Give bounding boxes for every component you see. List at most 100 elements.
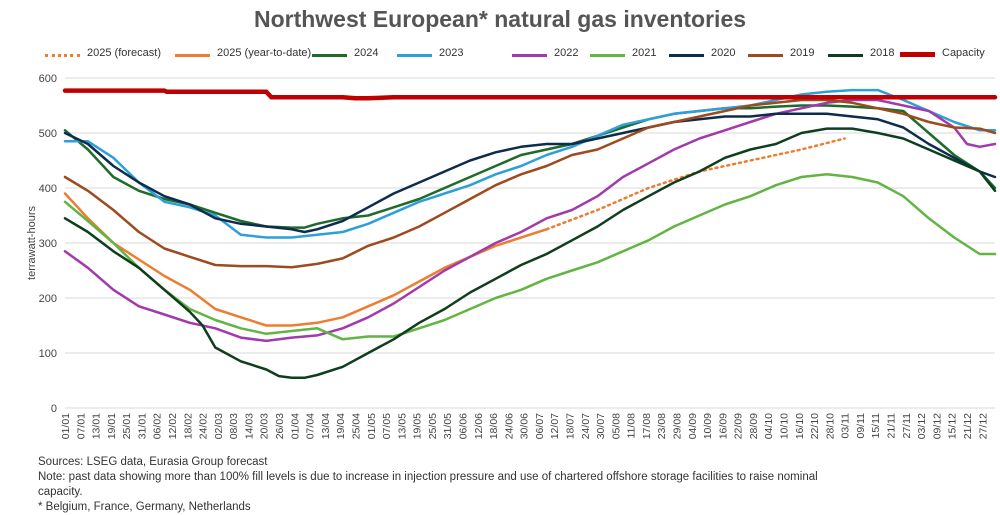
x-tick-label: 08/03 <box>228 413 240 439</box>
x-tick-label: 07/04 <box>305 413 317 439</box>
x-tick-label: 22/10 <box>809 413 821 439</box>
legend-swatch <box>748 54 783 57</box>
x-tick-label: 04/09 <box>687 413 699 439</box>
x-tick-label: 21/11 <box>886 413 898 439</box>
legend-swatch <box>828 54 863 57</box>
legend-label: 2022 <box>554 47 579 59</box>
x-tick-label: 12/06 <box>473 413 485 439</box>
x-tick-label: 09/12 <box>931 413 943 439</box>
x-tick-label: 12/02 <box>167 413 179 439</box>
series-line-capacity <box>62 88 998 101</box>
x-tick-label: 22/09 <box>733 413 745 439</box>
footnote-note: Note: past data showing more than 100% f… <box>38 471 818 498</box>
x-tick-label: 03/12 <box>916 413 928 439</box>
x-tick-label: 17/08 <box>641 413 653 439</box>
x-tick-label: 21/12 <box>962 413 974 439</box>
chart-title: Northwest European* natural gas inventor… <box>253 6 747 32</box>
x-tick-label: 09/11 <box>855 413 867 439</box>
x-tick-label: 12/07 <box>549 413 561 439</box>
x-tick-label: 01/04 <box>289 413 301 439</box>
y-tick-label: 400 <box>39 183 57 195</box>
x-tick-label: 07/01 <box>75 413 87 439</box>
x-tick-label: 02/03 <box>213 413 225 439</box>
x-tick-label: 30/07 <box>595 413 607 439</box>
x-tick-label: 24/07 <box>580 413 592 439</box>
series-line-2019 <box>63 98 997 269</box>
legend-swatch <box>512 54 547 57</box>
legend-label: 2023 <box>439 47 464 59</box>
legend-swatch <box>669 54 704 57</box>
x-tick-label: 13/05 <box>396 413 408 439</box>
x-tick-label: 10/10 <box>779 413 791 439</box>
x-tick-label: 28/10 <box>824 413 836 439</box>
x-tick-label: 20/03 <box>259 413 271 439</box>
legend-label: 2019 <box>790 47 815 59</box>
x-tick-label: 15/12 <box>947 413 959 439</box>
x-tick-label: 24/02 <box>198 413 210 439</box>
x-tick-label: 31/01 <box>136 413 148 439</box>
x-tick-label: 10/09 <box>702 413 714 439</box>
x-tick-label: 29/08 <box>672 413 684 439</box>
legend-label: Capacity <box>942 47 985 59</box>
x-tick-label: 06/06 <box>457 413 469 439</box>
x-tick-label: 28/09 <box>748 413 760 439</box>
legend-label: 2024 <box>354 47 379 59</box>
series-line-2018 <box>63 127 997 380</box>
x-tick-label: 30/06 <box>519 413 531 439</box>
x-tick-label: 25/04 <box>350 413 362 439</box>
x-tick-label: 03/11 <box>840 413 852 439</box>
y-tick-label: 100 <box>39 348 57 360</box>
x-tick-label: 19/04 <box>335 413 347 439</box>
legend-label: 2025 (forecast) <box>87 47 161 59</box>
y-tick-label: 300 <box>39 238 57 250</box>
legend-label: 2021 <box>632 47 657 59</box>
x-tick-label: 27/11 <box>901 413 913 439</box>
series-line-2025-forecast- <box>545 137 846 231</box>
y-tick-label: 200 <box>39 293 57 305</box>
x-tick-label: 25/01 <box>121 413 133 439</box>
x-tick-label: 18/06 <box>488 413 500 439</box>
x-tick-label: 11/08 <box>626 413 638 439</box>
legend-label: 2020 <box>711 47 736 59</box>
series-line-2022 <box>63 98 997 343</box>
legend-swatch <box>45 54 80 57</box>
series-line-2024 <box>63 104 997 229</box>
x-tick-label: 16/09 <box>717 413 729 439</box>
legend-swatch <box>590 54 625 57</box>
footnote-sources: Sources: LSEG data, Eurasia Group foreca… <box>38 456 268 468</box>
x-tick-label: 19/01 <box>106 413 118 439</box>
x-tick-label: 26/03 <box>274 413 286 439</box>
x-tick-label: 06/02 <box>152 413 164 439</box>
footnotes: Sources: LSEG data, Eurasia Group foreca… <box>38 455 838 515</box>
x-tick-label: 01/01 <box>60 413 72 439</box>
series-line-2023 <box>63 88 997 239</box>
legend-swatch <box>175 54 210 57</box>
y-tick-label: 500 <box>39 128 57 140</box>
legend: 2025 (forecast) 2025 (year-to-date) 2024 20… <box>45 47 1000 63</box>
series-line-2020 <box>63 112 997 234</box>
x-tick-label: 14/03 <box>243 413 255 439</box>
x-tick-label: 13/04 <box>320 413 332 439</box>
x-tick-label: 06/07 <box>534 413 546 439</box>
x-tick-label: 25/05 <box>427 413 439 439</box>
x-tick-label: 16/10 <box>794 413 806 439</box>
x-tick-label: 18/02 <box>182 413 194 439</box>
x-tick-label: 23/08 <box>656 413 668 439</box>
x-tick-label: 04/10 <box>763 413 775 439</box>
x-tick-label: 31/05 <box>442 413 454 439</box>
x-tick-label: 19/05 <box>412 413 424 439</box>
y-tick-label: 0 <box>51 403 57 415</box>
x-tick-label: 05/08 <box>610 413 622 439</box>
legend-swatch <box>312 54 347 57</box>
x-tick-label: 01/05 <box>366 413 378 439</box>
footnote-countries: * Belgium, France, Germany, Netherlands <box>38 501 251 513</box>
series-line-2021 <box>63 173 997 341</box>
y-tick-label: 600 <box>39 73 57 85</box>
x-tick-label: 24/06 <box>503 413 515 439</box>
legend-swatch <box>397 54 432 57</box>
y-axis-label: terrawatt-hours <box>26 206 38 280</box>
legend-label: 2018 <box>870 47 895 59</box>
legend-swatch <box>900 52 935 57</box>
x-tick-label: 15/11 <box>870 413 882 439</box>
